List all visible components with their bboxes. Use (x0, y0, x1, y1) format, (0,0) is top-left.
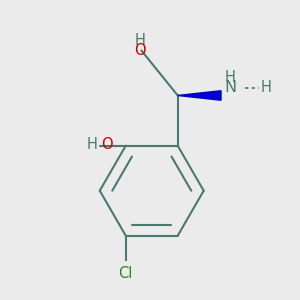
Text: N: N (224, 80, 237, 95)
Text: H: H (134, 32, 145, 47)
Text: H: H (261, 80, 272, 95)
Text: O: O (134, 43, 146, 58)
Text: H: H (86, 137, 97, 152)
Text: H: H (224, 70, 236, 85)
Text: Cl: Cl (118, 266, 133, 281)
Polygon shape (178, 91, 221, 100)
Text: O: O (100, 137, 112, 152)
